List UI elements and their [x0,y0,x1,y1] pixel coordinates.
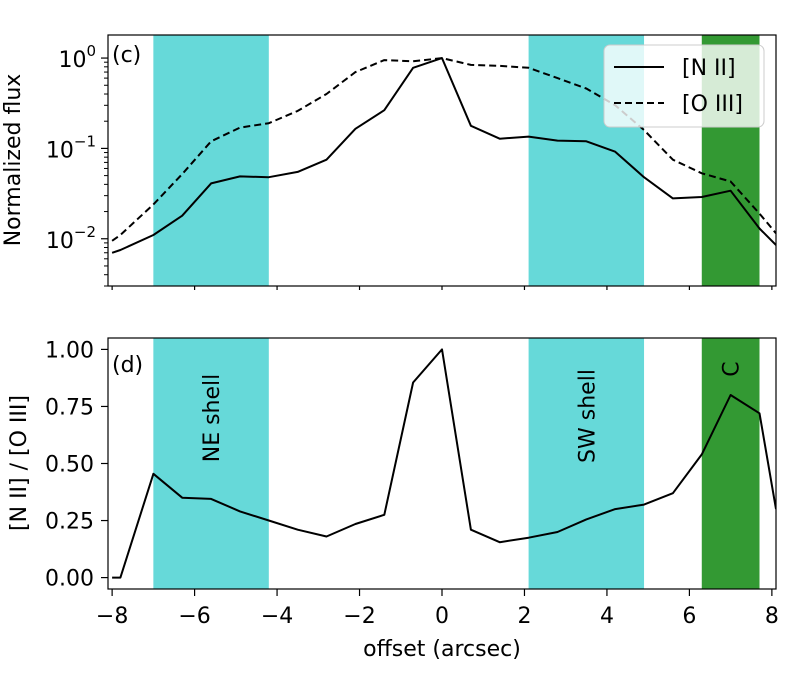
panel-c-tag: (c) [112,43,141,68]
panel-c-region-ne-shell [153,35,269,286]
panel-d-series-n-ii-o-iii [112,348,776,579]
panel-d-x-ticks: −8 −6 −4 −2 0 2 4 6 8 [96,589,779,629]
panel-c-series-o-iii [111,57,776,242]
region-labels: NE shell SW shell C [200,361,745,463]
legend-box [603,44,765,128]
panel-c-y-tick-label: 10−2 [46,223,96,254]
panel-c-x-ticks [111,286,773,290]
legend-label-nii: [N II] [682,56,736,81]
region-label-sw-shell: SW shell [575,369,600,463]
region-label-ne-shell: NE shell [200,374,225,463]
panel-d-x-tick-label: −8 [96,604,128,629]
panel-d-region-sw-shell [528,338,645,589]
panel-d-y-tick-label: 0.00 [45,567,94,592]
x-axis-title: offset (arcsec) [363,637,521,662]
panel-d-y-tick-label: 1.00 [45,338,94,363]
panel-c-y-tick-label: 100 [58,42,96,73]
panel-d-y-tick-label: 0.75 [45,395,94,420]
panel-c-y-ticks: 10−2 10−1 100 [46,42,108,287]
panel-d-region-ne-shell [153,338,269,589]
panel-d-x-tick-label: 2 [517,604,531,629]
legend: [N II] [O III] [603,44,765,128]
panel-d-y-tick-label: 0.50 [45,453,94,478]
panel-d-x-tick-label: −6 [178,604,210,629]
panel-d-x-tick-label: 4 [600,604,614,629]
panel-c-y-axis-title: Normalized flux [1,74,26,247]
panel-d: 0.00 0.25 0.50 0.75 1.00 −8 −6 −4 −2 0 2 4 6 8 (d) [… [7,337,779,662]
panel-d-lines [112,348,776,579]
panel-d-regions [153,338,760,589]
panel-d-y-tick-label: 0.25 [45,510,94,535]
panel-c: 10−2 10−1 100 (c) Normalized flux [N II] [… [1,34,777,290]
panel-d-y-axis-title: [N II] / [O III] [7,395,32,531]
panel-d-y-ticks: 0.00 0.25 0.50 0.75 1.00 [45,338,108,592]
panel-c-y-tick-label: 10−1 [46,132,96,163]
panel-d-x-tick-label: 8 [765,604,779,629]
panel-d-region-c [701,338,760,589]
panel-d-x-tick-label: 0 [435,604,449,629]
region-label-c: C [720,361,745,376]
panel-c-lines [111,57,776,254]
legend-label-oiii: [O III] [682,92,743,117]
panel-c-series-n-ii [111,57,776,254]
panel-d-x-tick-label: −4 [261,604,293,629]
panel-d-x-tick-label: −2 [343,604,375,629]
panel-d-tag: (d) [112,353,143,378]
panel-d-x-tick-label: 6 [682,604,696,629]
